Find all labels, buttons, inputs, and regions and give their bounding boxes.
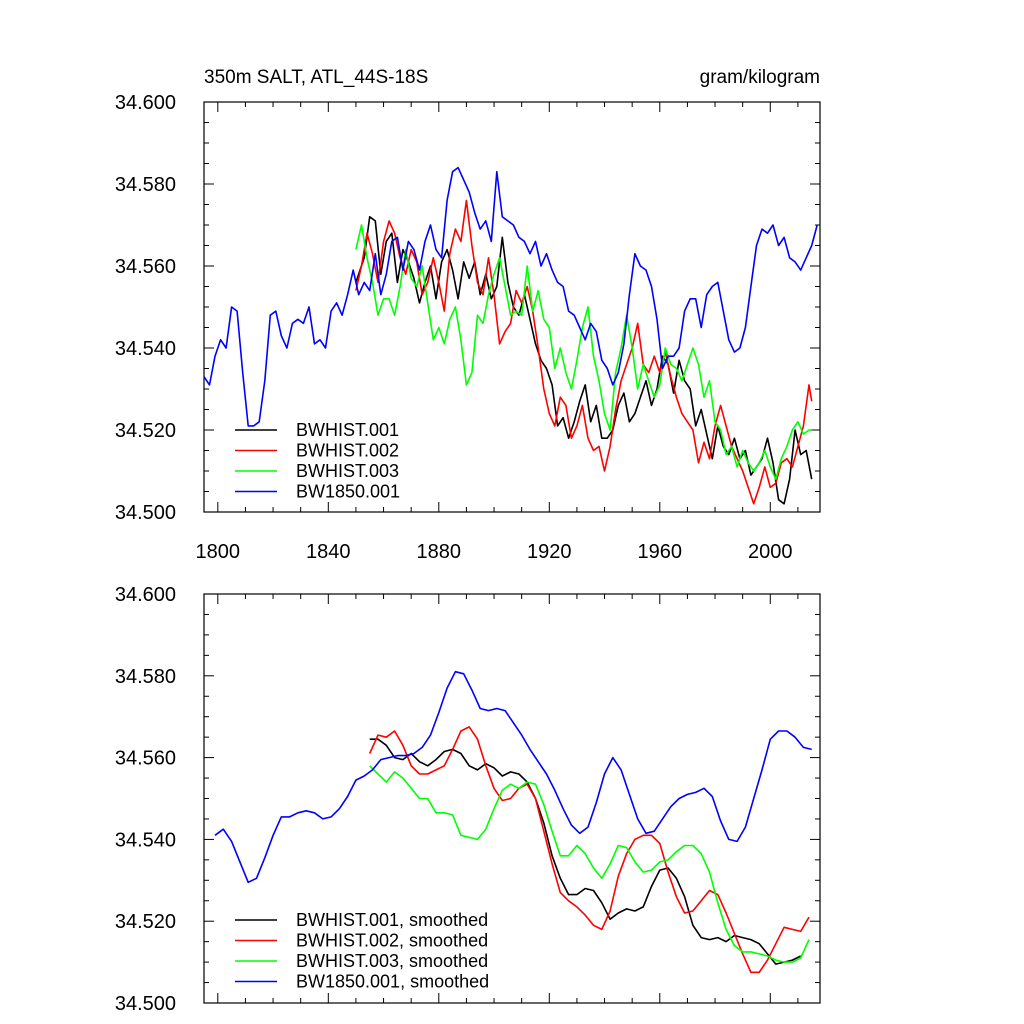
series-line-bwhist-003 (355, 224, 812, 480)
x-tick-label: 1880 (417, 541, 462, 563)
top-panel-series-group (203, 166, 818, 505)
y-tick-label: 34.520 (115, 420, 176, 442)
x-tick-label: 1840 (306, 541, 351, 563)
legend-label: BWHIST.002 (296, 441, 399, 461)
legend-label: BW1850.001 (296, 482, 400, 502)
y-tick-label: 34.600 (115, 584, 176, 606)
y-tick-label: 34.500 (115, 993, 176, 1015)
series-line-bwhist-003-smoothed (369, 765, 810, 963)
y-tick-label: 34.580 (115, 666, 176, 688)
legend-label: BWHIST.003 (296, 461, 399, 481)
y-tick-label: 34.560 (115, 256, 176, 278)
y-tick-label: 34.520 (115, 911, 176, 933)
x-tick-label: 1960 (638, 541, 683, 563)
x-tick-label: 2000 (748, 541, 793, 563)
bottom-panel-axes: 34.500 34.520 34.540 34.560 34.580 34.600 (115, 584, 821, 1015)
legend-label: BWHIST.001 (296, 420, 399, 440)
legend-label: BWHIST.003, smoothed (296, 951, 488, 971)
series-line-bw1850-001 (203, 166, 818, 427)
top-panel: 350m SALT, ATL_44S-18S gram/kilogram 34.… (115, 67, 821, 563)
legend-label: BW1850.001, smoothed (296, 972, 489, 992)
series-line-bw1850-001-smoothed (214, 670, 812, 884)
bottom-panel: 34.500 34.520 34.540 34.560 34.580 34.600 BWH… (115, 584, 821, 1015)
y-tick-label: 34.540 (115, 338, 176, 360)
y-tick-label: 34.600 (115, 92, 176, 114)
y-tick-label: 34.580 (115, 174, 176, 196)
x-tick-label: 1920 (527, 541, 572, 563)
series-line-bwhist-001-smoothed (369, 738, 802, 965)
series-line-bwhist-002 (355, 199, 813, 505)
x-tick-label: 1800 (196, 541, 241, 563)
legend-label: BWHIST.002, smoothed (296, 931, 488, 951)
y-tick-label: 34.500 (115, 502, 176, 524)
series-line-bwhist-002-smoothed (368, 726, 810, 974)
top-panel-units: gram/kilogram (700, 67, 820, 88)
top-panel-axes: 34.500 34.520 34.540 34.560 34.580 34.600 1800… (115, 92, 821, 563)
y-tick-label: 34.540 (115, 829, 176, 851)
legend-label: BWHIST.001, smoothed (296, 910, 488, 930)
y-tick-label: 34.560 (115, 748, 176, 770)
top-panel-title: 350m SALT, ATL_44S-18S (204, 67, 428, 88)
series-line-bwhist-001 (355, 216, 813, 505)
bottom-panel-series-group (214, 670, 812, 974)
